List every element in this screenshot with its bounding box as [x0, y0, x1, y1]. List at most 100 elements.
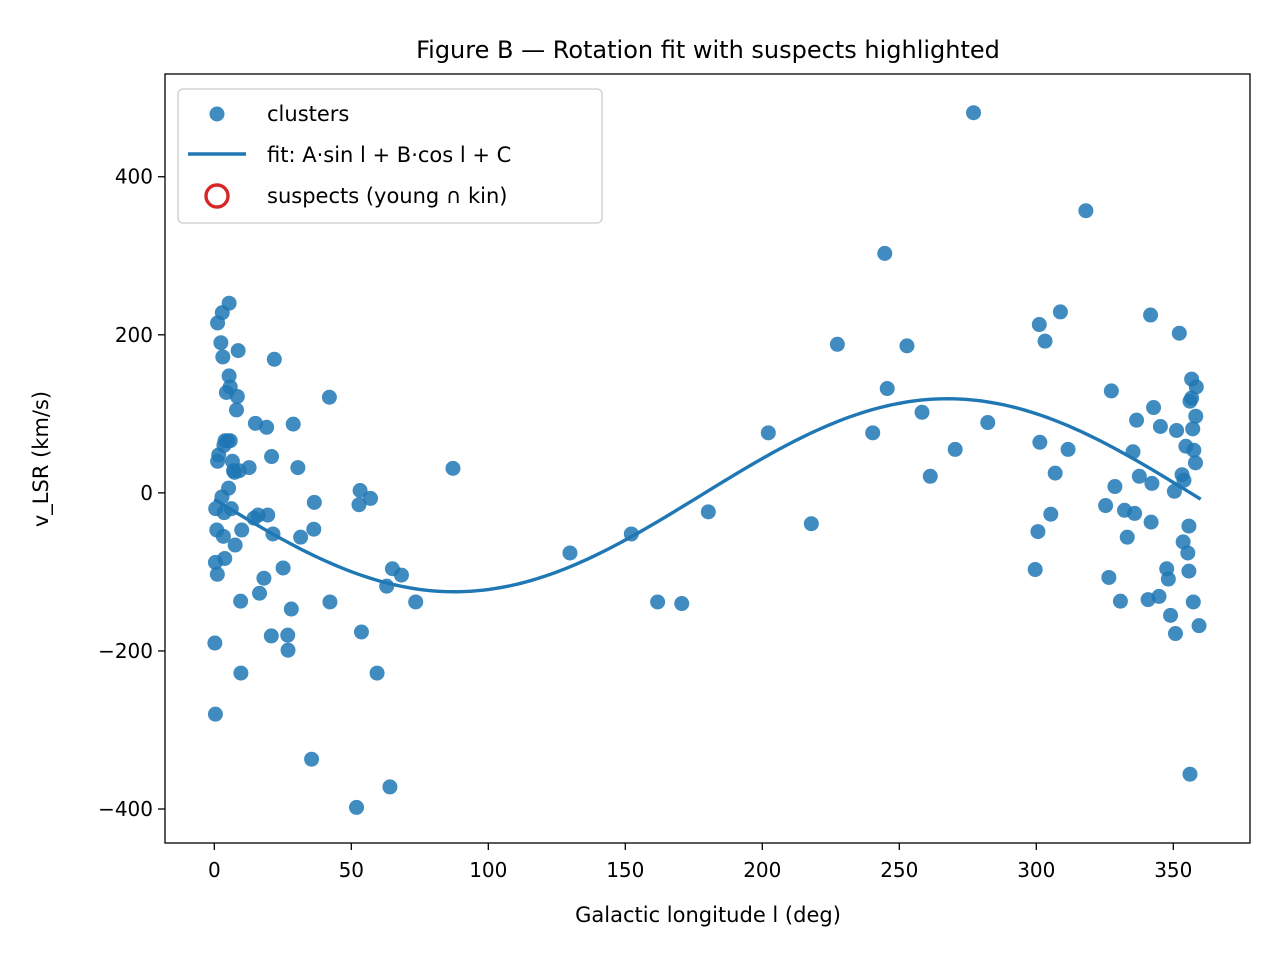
fit-line [213, 397, 1202, 594]
cluster-point [1160, 571, 1176, 587]
cluster-point [290, 460, 306, 476]
x-tick-label: 100 [469, 858, 507, 882]
cluster-point [382, 779, 398, 795]
cluster-point [1188, 379, 1204, 395]
cluster-point [1129, 412, 1145, 428]
cluster-point [1176, 472, 1192, 488]
cluster-point [803, 516, 819, 532]
x-tick-label: 50 [339, 858, 364, 882]
cluster-point [899, 338, 915, 354]
cluster-point [1060, 441, 1076, 457]
cluster-point [256, 570, 272, 586]
cluster-point [1101, 569, 1117, 585]
cluster-point [650, 594, 666, 610]
plot-frame [164, 73, 1251, 844]
cluster-point [322, 594, 338, 610]
cluster-point [1191, 618, 1207, 634]
cluster-point [353, 624, 369, 640]
y-axis-label: v_LSR (km/s) [29, 391, 54, 527]
legend-label-suspects: suspects (young ∩ kin) [267, 184, 507, 208]
legend-box [177, 88, 603, 224]
cluster-point [1112, 593, 1128, 609]
cluster-point [217, 550, 233, 566]
cluster-point [1186, 442, 1202, 458]
cluster-point [215, 349, 231, 365]
y-tick-label: −400 [98, 797, 153, 821]
cluster-point [349, 799, 365, 815]
legend: clusters fit: A·sin l + B·cos l + C susp… [177, 88, 603, 224]
cluster-point [304, 751, 320, 767]
cluster-point [1185, 594, 1201, 610]
cluster-point [221, 368, 237, 384]
cluster-point [362, 490, 378, 506]
cluster-point [221, 480, 237, 496]
cluster-point [1043, 506, 1059, 522]
cluster-point [922, 468, 938, 484]
cluster-point [207, 706, 223, 722]
cluster-point [966, 105, 982, 121]
cluster-point [947, 441, 963, 457]
legend-label-fit: fit: A·sin l + B·cos l + C [267, 143, 511, 167]
cluster-point [285, 416, 301, 432]
cluster-point [408, 594, 424, 610]
cluster-point [865, 425, 881, 441]
cluster-point [1146, 400, 1162, 416]
cluster-point [1182, 766, 1198, 782]
cluster-point [207, 635, 223, 651]
cluster-point [1152, 418, 1168, 434]
cluster-point [215, 528, 231, 544]
cluster-point [1037, 333, 1053, 349]
x-tick-label: 350 [1154, 858, 1192, 882]
cluster-point [266, 351, 282, 367]
cluster-point [1031, 317, 1047, 333]
cluster-point [914, 404, 930, 420]
cluster-point [877, 245, 893, 261]
cluster-point [221, 295, 237, 311]
cluster-point [1052, 304, 1068, 320]
cluster-point [230, 343, 246, 359]
cluster-point [1027, 562, 1043, 578]
y-tick-label: 400 [115, 165, 153, 189]
axis-ticks: 0 50 100 150 200 250 300 350 −400 −200 0 200 400 [98, 165, 1192, 882]
cluster-point [393, 567, 409, 583]
cluster-point [229, 402, 245, 418]
cluster-point [306, 521, 322, 537]
cluster-point [1187, 455, 1203, 471]
cluster-point [229, 388, 245, 404]
cluster-point [1180, 545, 1196, 561]
cluster-point [283, 601, 299, 617]
cluster-point [234, 522, 250, 538]
cluster-point [259, 419, 275, 435]
cluster-point [293, 529, 309, 545]
cluster-point [280, 642, 296, 658]
cluster-point [1151, 588, 1167, 604]
x-tick-label: 300 [1017, 858, 1055, 882]
cluster-point [562, 545, 578, 561]
cluster-point [700, 504, 716, 520]
cluster-point [1047, 465, 1063, 481]
cluster-point [351, 497, 367, 513]
cluster-point [264, 449, 280, 465]
cluster-point [321, 389, 337, 405]
cluster-point [1171, 325, 1187, 341]
cluster-point [980, 415, 996, 431]
legend-label-clusters: clusters [267, 102, 349, 126]
cluster-point [1103, 383, 1119, 399]
cluster-point [1144, 475, 1160, 491]
cluster-point [1098, 498, 1114, 514]
x-tick-label: 0 [208, 858, 221, 882]
chart-title: Figure B — Rotation fit with suspects hi… [416, 36, 1000, 64]
cluster-point [1127, 505, 1143, 521]
cluster-point [1107, 479, 1123, 495]
legend-ring-suspects [204, 183, 230, 209]
cluster-point [674, 596, 690, 612]
cluster-point [1181, 563, 1197, 579]
cluster-point [1032, 434, 1048, 450]
cluster-point [241, 460, 257, 476]
cluster-point [829, 336, 845, 352]
cluster-point [369, 665, 385, 681]
cluster-point [252, 585, 268, 601]
cluster-point [222, 433, 238, 449]
x-tick-label: 150 [606, 858, 644, 882]
